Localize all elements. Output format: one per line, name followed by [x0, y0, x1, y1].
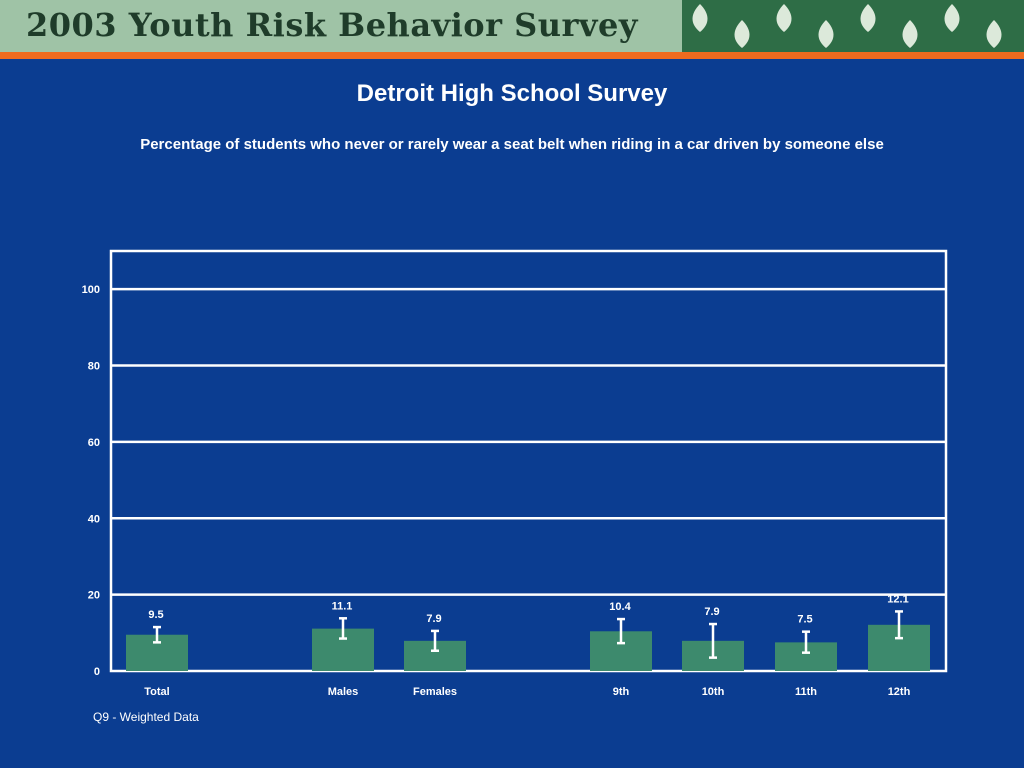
y-tick-label: 0 [94, 666, 100, 678]
data-label: 7.9 [704, 606, 719, 618]
data-label: 9.5 [148, 609, 163, 621]
y-tick-label: 80 [88, 361, 100, 373]
x-tick-label: Males [328, 686, 359, 698]
chart-title: Percentage of students who never or rare… [140, 136, 884, 153]
y-tick-label: 20 [88, 590, 100, 602]
data-label: 12.1 [887, 593, 908, 605]
y-tick-label: 60 [88, 437, 100, 449]
x-tick-label: 11th [795, 686, 817, 698]
slide-title: Detroit High School Survey [356, 80, 668, 107]
y-tick-label: 40 [88, 513, 100, 525]
x-tick-label: 9th [613, 686, 630, 698]
x-tick-label: 12th [888, 686, 911, 698]
data-label: 11.1 [332, 600, 353, 612]
plot-area-border [109, 249, 948, 673]
x-tick-label: Total [144, 686, 169, 698]
banner-title: 2003 Youth Risk Behavior Survey [26, 6, 638, 44]
data-label: 10.4 [609, 601, 631, 613]
leaf-pattern-icon [682, 0, 1024, 52]
leaf-pattern-graphic [692, 4, 1002, 48]
x-tick-label: Females [413, 686, 457, 698]
data-label: 7.9 [426, 613, 441, 625]
header-banner: 2003 Youth Risk Behavior Survey [0, 0, 1024, 52]
data-label: 7.5 [797, 614, 812, 626]
footnote: Q9 - Weighted Data [93, 710, 199, 724]
y-tick-label: 100 [82, 284, 100, 296]
x-tick-label: 10th [702, 686, 725, 698]
orange-accent-stripe [0, 52, 1024, 59]
